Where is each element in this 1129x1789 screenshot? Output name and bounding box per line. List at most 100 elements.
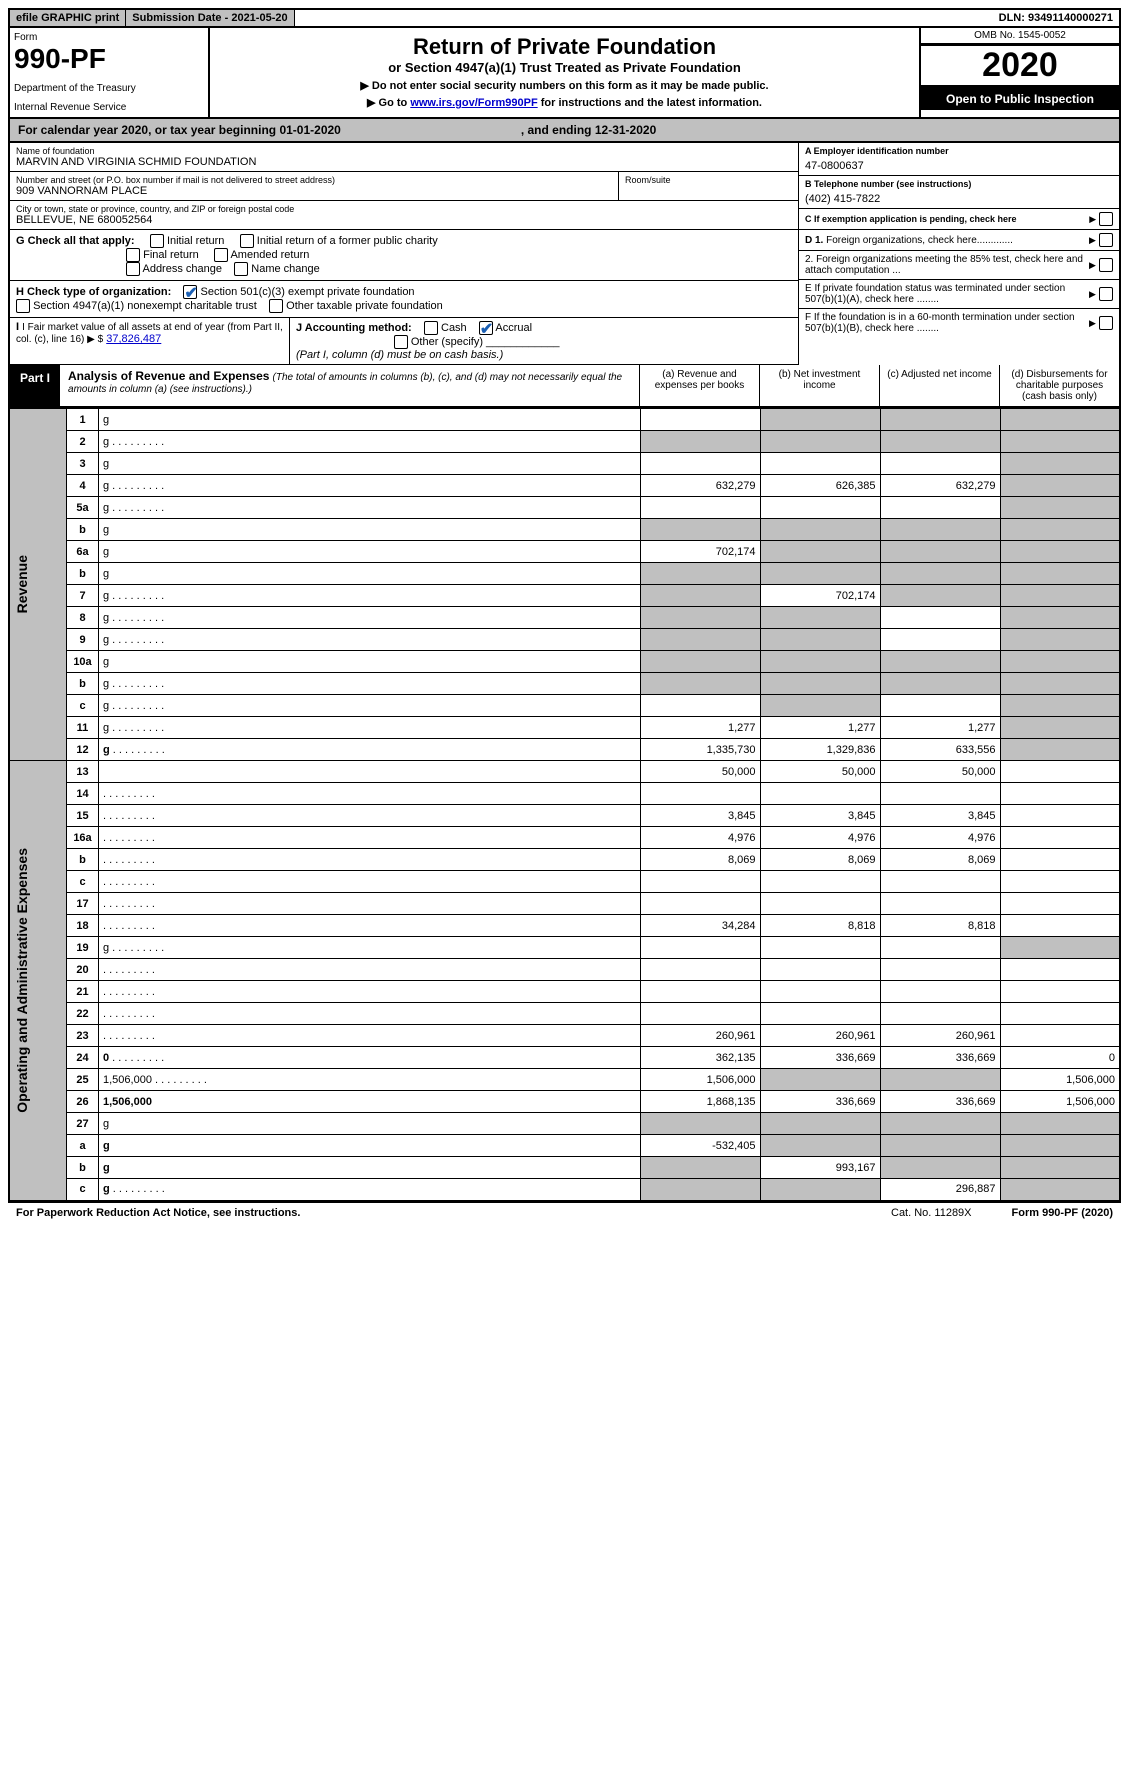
cell-b xyxy=(760,959,880,981)
other-taxable-checkbox[interactable] xyxy=(269,299,283,313)
cell-c: 1,277 xyxy=(880,717,1000,739)
cell-b: 3,845 xyxy=(760,805,880,827)
other-method-checkbox[interactable] xyxy=(394,335,408,349)
row-description: 0 xyxy=(99,1047,641,1069)
cell-a xyxy=(640,1179,760,1201)
row-description xyxy=(99,849,641,871)
row-description xyxy=(99,915,641,937)
dept-irs: Internal Revenue Service xyxy=(14,102,204,113)
table-row: 19g xyxy=(9,937,1120,959)
cell-c xyxy=(880,1003,1000,1025)
cell-d xyxy=(1000,1025,1120,1047)
cell-d xyxy=(1000,1157,1120,1179)
cell-a: 260,961 xyxy=(640,1025,760,1047)
d2-checkbox[interactable] xyxy=(1099,258,1113,272)
name-change-checkbox[interactable] xyxy=(234,262,248,276)
table-row: 9g xyxy=(9,629,1120,651)
cell-d xyxy=(1000,739,1120,761)
accrual-checkbox[interactable] xyxy=(479,321,493,335)
cell-a xyxy=(640,1003,760,1025)
row-description: 1,506,000 xyxy=(99,1069,641,1091)
501c3-checkbox[interactable] xyxy=(183,285,197,299)
amended-return-checkbox[interactable] xyxy=(214,248,228,262)
row-number: 21 xyxy=(67,981,99,1003)
cell-b xyxy=(760,893,880,915)
d2-block: 2. Foreign organizations meeting the 85%… xyxy=(799,251,1119,280)
final-return-checkbox[interactable] xyxy=(126,248,140,262)
cell-b xyxy=(760,695,880,717)
row-description: g xyxy=(99,937,641,959)
dln: DLN: 93491140000271 xyxy=(993,10,1119,26)
cell-c: 8,069 xyxy=(880,849,1000,871)
cell-c xyxy=(880,607,1000,629)
cell-d: 0 xyxy=(1000,1047,1120,1069)
cell-d xyxy=(1000,805,1120,827)
cell-b xyxy=(760,981,880,1003)
cell-d xyxy=(1000,673,1120,695)
cell-d xyxy=(1000,563,1120,585)
row-description: 1,506,000 xyxy=(99,1091,641,1113)
cell-c xyxy=(880,563,1000,585)
e-block: E If private foundation status was termi… xyxy=(799,280,1119,309)
cell-a xyxy=(640,783,760,805)
row-description: g xyxy=(99,629,641,651)
cell-c xyxy=(880,651,1000,673)
exemption-pending-cell: C If exemption application is pending, c… xyxy=(799,209,1119,230)
omb-number: OMB No. 1545-0052 xyxy=(921,28,1119,44)
revenue-side-label: Revenue xyxy=(9,409,67,761)
cell-c: 3,845 xyxy=(880,805,1000,827)
4947a1-checkbox[interactable] xyxy=(16,299,30,313)
row-number: c xyxy=(67,871,99,893)
cell-d xyxy=(1000,783,1120,805)
cell-d: 1,506,000 xyxy=(1000,1069,1120,1091)
cell-c: 4,976 xyxy=(880,827,1000,849)
cell-b: 8,818 xyxy=(760,915,880,937)
cell-d xyxy=(1000,959,1120,981)
cell-c xyxy=(880,453,1000,475)
cell-a xyxy=(640,651,760,673)
form-number: 990-PF xyxy=(14,43,204,75)
row-number: 23 xyxy=(67,1025,99,1047)
table-row: 21 xyxy=(9,981,1120,1003)
table-row: 240362,135336,669336,6690 xyxy=(9,1047,1120,1069)
cell-a: 1,277 xyxy=(640,717,760,739)
row-number: 24 xyxy=(67,1047,99,1069)
cell-b xyxy=(760,563,880,585)
cell-a: -532,405 xyxy=(640,1135,760,1157)
tax-year: 2020 xyxy=(921,46,1119,85)
cell-a xyxy=(640,453,760,475)
cell-b xyxy=(760,1003,880,1025)
row-description xyxy=(99,893,641,915)
row-description xyxy=(99,827,641,849)
table-row: 4g632,279626,385632,279 xyxy=(9,475,1120,497)
row-number: 6a xyxy=(67,541,99,563)
f-checkbox[interactable] xyxy=(1099,316,1113,330)
col-b: (b) Net investment income xyxy=(759,365,879,406)
exemption-checkbox[interactable] xyxy=(1099,212,1113,226)
form-header: Form 990-PF Department of the Treasury I… xyxy=(8,28,1121,119)
ein-cell: A Employer identification number 47-0800… xyxy=(799,143,1119,176)
row-description: g xyxy=(99,475,641,497)
d1-checkbox[interactable] xyxy=(1099,233,1113,247)
cash-checkbox[interactable] xyxy=(424,321,438,335)
initial-former-checkbox[interactable] xyxy=(240,234,254,248)
cell-a: 1,868,135 xyxy=(640,1091,760,1113)
fmv-link[interactable]: 37,826,487 xyxy=(106,333,161,345)
cell-d xyxy=(1000,893,1120,915)
cell-b xyxy=(760,453,880,475)
table-row: cg xyxy=(9,695,1120,717)
cell-a xyxy=(640,519,760,541)
cell-b: 50,000 xyxy=(760,761,880,783)
irs-link[interactable]: www.irs.gov/Form990PF xyxy=(410,97,537,109)
e-checkbox[interactable] xyxy=(1099,287,1113,301)
cell-d xyxy=(1000,409,1120,431)
part1-header: Part I Analysis of Revenue and Expenses … xyxy=(8,365,1121,408)
cell-c xyxy=(880,585,1000,607)
cell-d xyxy=(1000,453,1120,475)
initial-return-checkbox[interactable] xyxy=(150,234,164,248)
cell-a xyxy=(640,409,760,431)
address-change-checkbox[interactable] xyxy=(126,262,140,276)
row-description xyxy=(99,871,641,893)
table-row: 7g702,174 xyxy=(9,585,1120,607)
table-row: b8,0698,0698,069 xyxy=(9,849,1120,871)
